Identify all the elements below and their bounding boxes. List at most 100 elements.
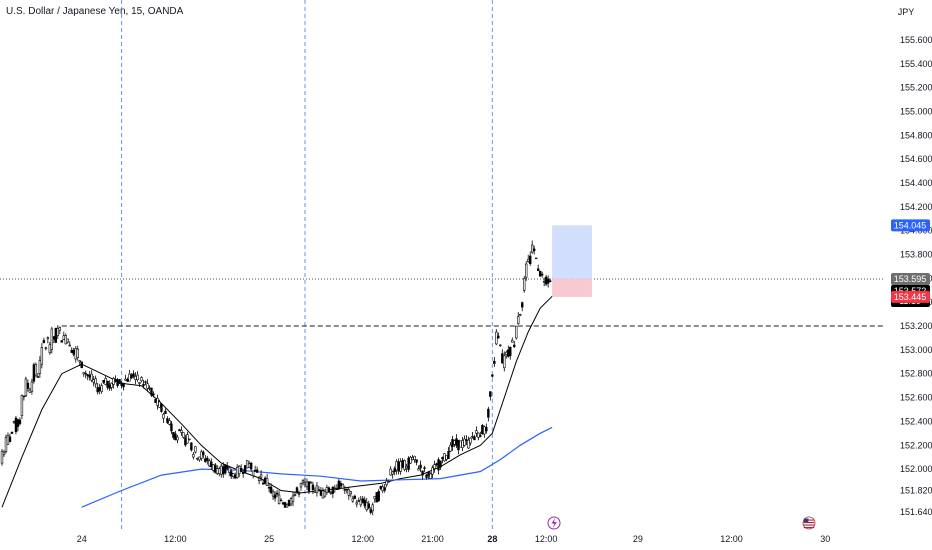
stop-zone[interactable]	[552, 278, 592, 297]
candle-body	[529, 255, 532, 264]
time-tick-label: 12:00	[535, 534, 558, 544]
candle-body	[532, 248, 536, 252]
lightning-event-icon[interactable]	[547, 516, 561, 530]
candle	[377, 489, 380, 502]
candle	[192, 452, 195, 460]
candle	[415, 459, 418, 466]
candle	[395, 459, 398, 475]
candle-body	[371, 504, 374, 512]
candle	[515, 325, 518, 340]
candle-body	[419, 464, 422, 469]
candle	[534, 257, 538, 260]
candle	[168, 417, 171, 426]
target-zone[interactable]	[552, 225, 592, 279]
candle	[162, 412, 165, 423]
price-tick-label: 155.400	[900, 59, 932, 69]
time-tick-label: 21:00	[421, 534, 444, 544]
candle-body	[544, 276, 548, 285]
candle	[40, 343, 44, 369]
candle-body	[421, 470, 424, 476]
candle	[267, 483, 271, 493]
candle	[297, 490, 301, 498]
candle	[46, 336, 50, 344]
candle	[325, 484, 329, 495]
candle-body	[279, 499, 283, 502]
us-flag-event-icon[interactable]	[802, 516, 816, 530]
candle	[381, 484, 384, 494]
candle	[108, 380, 111, 391]
candle-body	[36, 376, 40, 378]
candle	[50, 326, 54, 354]
candle-body	[261, 482, 265, 485]
candle-body	[534, 257, 538, 260]
price-tick-label: 155.600	[900, 35, 932, 45]
candle-body	[536, 268, 540, 271]
price-tick-label: 152.600	[900, 393, 932, 403]
candle-body	[327, 487, 331, 493]
candle-body	[132, 373, 135, 377]
candle-body	[226, 465, 229, 469]
candle	[359, 495, 362, 508]
candle	[36, 373, 40, 378]
candle-body	[407, 457, 410, 470]
candle	[98, 383, 101, 395]
candle-body	[329, 492, 333, 494]
candle	[491, 374, 494, 378]
candle-body	[20, 394, 24, 416]
candle	[166, 416, 169, 425]
candle-body	[70, 349, 73, 353]
candle	[347, 486, 351, 500]
candle-body	[48, 344, 52, 354]
candle	[423, 465, 426, 473]
candle-body	[253, 469, 257, 472]
candle-body	[180, 430, 183, 433]
candle	[517, 312, 520, 325]
position-tool[interactable]	[552, 225, 592, 297]
candle-body	[54, 327, 58, 343]
candle-body	[222, 466, 225, 475]
candle-body	[387, 481, 390, 483]
candle-body	[311, 484, 315, 491]
candle	[54, 327, 58, 344]
candle	[499, 344, 502, 347]
candle-body	[335, 488, 339, 490]
candle	[367, 500, 370, 510]
candle-body	[345, 488, 349, 491]
candle-body	[527, 259, 530, 262]
candle-body	[451, 439, 454, 447]
candle-body	[120, 382, 123, 386]
candle	[505, 350, 508, 359]
candle-body	[124, 378, 127, 381]
candle-body	[92, 379, 95, 383]
candle-body	[82, 372, 85, 375]
candle	[449, 442, 452, 453]
candle	[18, 417, 22, 426]
candle-body	[548, 280, 552, 283]
target-price-label: 154.045	[894, 220, 927, 230]
candle-body	[98, 387, 101, 391]
candle	[140, 376, 143, 383]
candle	[289, 497, 293, 507]
candle-body	[32, 364, 36, 382]
candle-body	[369, 509, 372, 513]
candle-body	[323, 491, 327, 497]
candle	[130, 373, 133, 379]
currency-selector[interactable]: JPY	[897, 7, 915, 17]
candle-body	[331, 486, 335, 494]
candle	[72, 347, 75, 357]
candle-body	[487, 408, 490, 418]
candle-body	[379, 485, 382, 489]
candle-body	[160, 404, 163, 412]
candle-body	[297, 493, 301, 495]
candle-body	[293, 494, 297, 496]
candle-body	[136, 374, 139, 381]
candle	[126, 377, 129, 382]
candle-body	[453, 440, 456, 445]
candle-body	[42, 340, 46, 344]
candle	[389, 466, 392, 476]
time-axis[interactable]: 24 12:00 25 12:00 21:00 28 12:00 29 12:00 30	[77, 534, 830, 544]
candle	[0, 448, 4, 466]
candle-body	[337, 480, 341, 490]
candle-body	[154, 399, 157, 403]
